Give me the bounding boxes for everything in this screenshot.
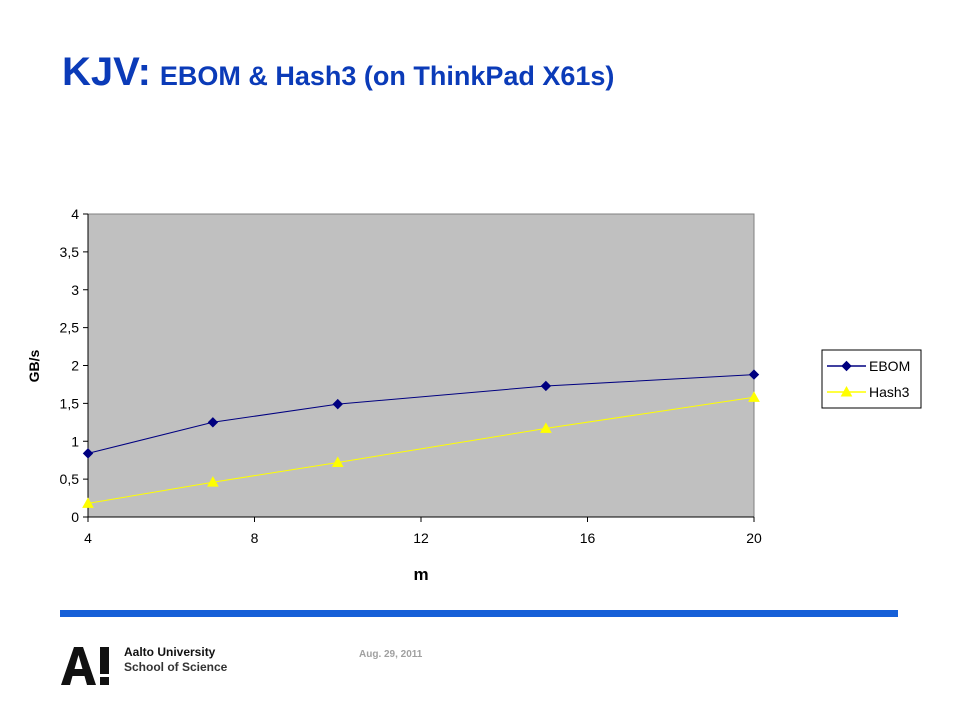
ebom-point xyxy=(332,398,343,410)
y-tick-label: 3,5 xyxy=(60,244,80,260)
y-tick-label: 2 xyxy=(71,358,79,374)
series-hash3 xyxy=(82,391,760,508)
legend-item-hash3: Hash3 xyxy=(827,384,910,400)
legend-label-hash3: Hash3 xyxy=(869,384,910,400)
ebom-point xyxy=(540,380,552,392)
x-tick-label: 8 xyxy=(251,530,259,546)
y-tick-label: 2,5 xyxy=(60,320,80,336)
logo-school-name: School of Science xyxy=(124,660,228,674)
hash3-point xyxy=(748,391,760,402)
legend: EBOM Hash3 xyxy=(821,349,922,409)
legend-marker-ebom xyxy=(841,360,852,372)
line-chart: 0 0,5 1 1,5 2 2,5 3 3,5 4 4 8 12 16 20 m GB/s EBOM Has… xyxy=(26,206,922,584)
x-tick-label: 12 xyxy=(413,530,429,546)
legend-box xyxy=(821,349,922,409)
y-tick-label: 0,5 xyxy=(60,471,80,487)
slide-title-main: KJV: xyxy=(62,50,151,94)
footer-date: Aug. 29, 2011 xyxy=(359,649,423,660)
ebom-point xyxy=(82,448,94,459)
ebom-point xyxy=(207,417,219,428)
x-tick-label: 4 xyxy=(84,530,92,546)
hash3-point xyxy=(207,476,219,487)
series-layer xyxy=(82,369,760,508)
hash3-point xyxy=(82,497,94,508)
axes: 0 0,5 1 1,5 2 2,5 3 3,5 4 4 8 12 16 20 xyxy=(60,206,762,546)
legend-item-ebom: EBOM xyxy=(827,358,910,374)
y-tick-label: 4 xyxy=(71,206,79,222)
ebom-point xyxy=(748,369,760,380)
y-tick-label: 1 xyxy=(71,433,79,449)
aalto-logo xyxy=(61,647,109,685)
hash3-point xyxy=(540,422,552,433)
legend-label-ebom: EBOM xyxy=(869,358,910,374)
x-tick-label: 16 xyxy=(580,530,596,546)
y-tick-label: 1,5 xyxy=(60,395,80,411)
series-ebom xyxy=(82,369,760,459)
legend-marker-hash3 xyxy=(840,385,853,397)
x-axis-label: m xyxy=(413,565,428,584)
slide-title: KJV: EBOM & Hash3 (on ThinkPad X61s) xyxy=(62,52,614,92)
divider-rule xyxy=(60,610,898,617)
y-tick-label: 3 xyxy=(71,282,79,298)
slide-title-subtitle: EBOM & Hash3 (on ThinkPad X61s) xyxy=(159,61,615,91)
logo-university-name: Aalto University xyxy=(124,645,216,659)
plot-area xyxy=(87,213,755,518)
x-tick-label: 20 xyxy=(746,530,762,546)
hash3-point xyxy=(331,456,344,467)
y-axis-label: GB/s xyxy=(26,349,42,382)
y-tick-label: 0 xyxy=(71,509,79,525)
